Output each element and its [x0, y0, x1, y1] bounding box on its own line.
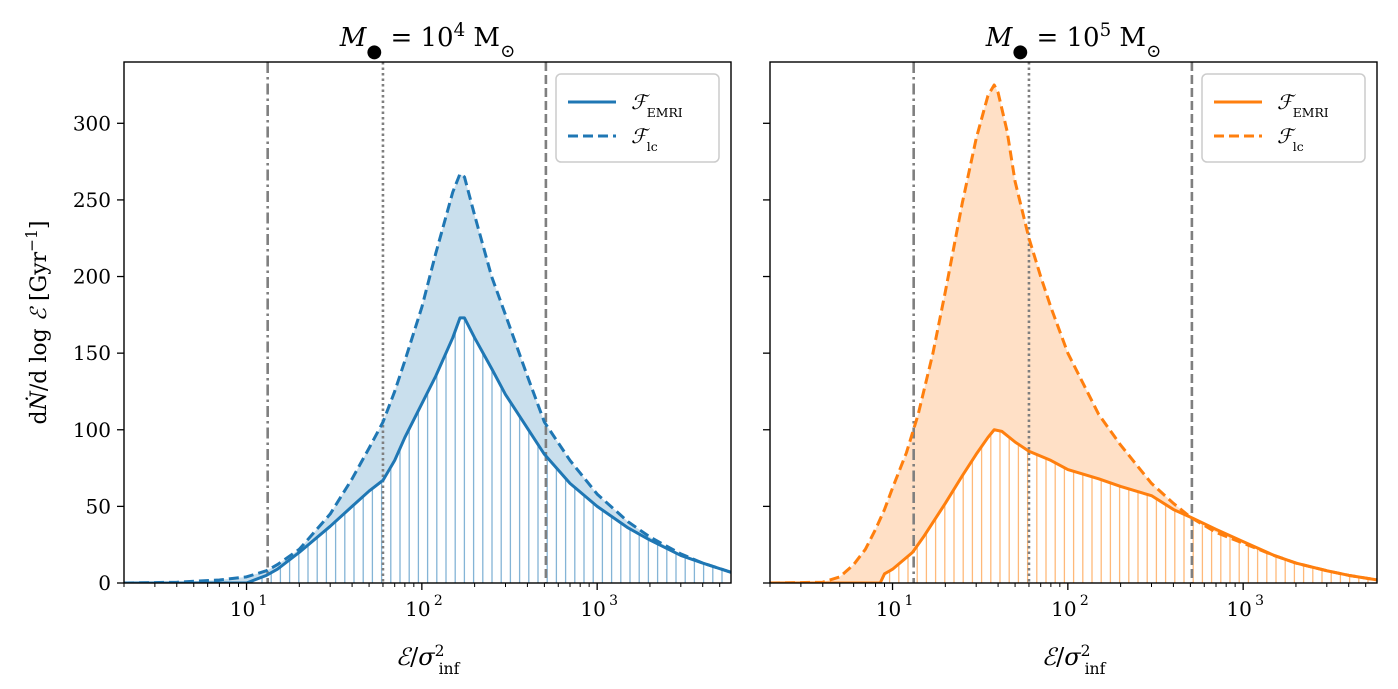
series-line-f-emri [124, 316, 731, 583]
axes-frame [769, 61, 1378, 584]
y-tick-label: 0 [98, 571, 111, 595]
y-tick-label: 250 [73, 188, 111, 212]
hatch-under-emri [252, 317, 723, 583]
x-tick-label-exponent: 2 [434, 593, 443, 609]
x-tick-label: 10 [1051, 597, 1076, 621]
y-axis-label: dṄ/d log ℰ [Gyr−1] [23, 221, 52, 425]
y-tick-label: 150 [73, 341, 111, 365]
x-tick-label-exponent: 3 [1255, 593, 1264, 609]
x-tick-label: 10 [876, 597, 901, 621]
y-tick-label: 200 [73, 265, 111, 289]
x-tick-label: 10 [1226, 597, 1251, 621]
x-tick-label: 10 [230, 597, 255, 621]
y-tick-label: 300 [73, 111, 111, 135]
series-line-f-emri [770, 428, 1377, 583]
shaded-region-between-curves [124, 174, 731, 583]
panel-title: M● = 105 M⊙ [985, 20, 1162, 62]
legend-box [555, 73, 720, 163]
series-line-f-lc [124, 172, 731, 583]
plot-area [770, 62, 1377, 583]
series-line-f-lc [770, 83, 1377, 583]
x-tick-label: 10 [580, 597, 605, 621]
hatch-under-emri [888, 430, 1369, 583]
x-tick-label-exponent: 1 [905, 593, 914, 609]
panel-title: M● = 104 M⊙ [339, 20, 516, 62]
x-tick-label-exponent: 2 [1080, 593, 1089, 609]
axes-frame [123, 61, 732, 584]
y-tick-label: 50 [86, 494, 111, 518]
x-axis-label: ℰ/σ2 inf [396, 642, 461, 678]
y-tick-label: 100 [73, 418, 111, 442]
plot-area [124, 62, 731, 583]
x-tick-label-exponent: 3 [609, 593, 618, 609]
shaded-region-between-curves [770, 85, 1377, 583]
legend-box [1201, 73, 1366, 163]
x-axis-label: ℰ/σ2 inf [1042, 642, 1107, 678]
x-tick-label-exponent: 1 [259, 593, 268, 609]
x-tick-label: 10 [405, 597, 430, 621]
